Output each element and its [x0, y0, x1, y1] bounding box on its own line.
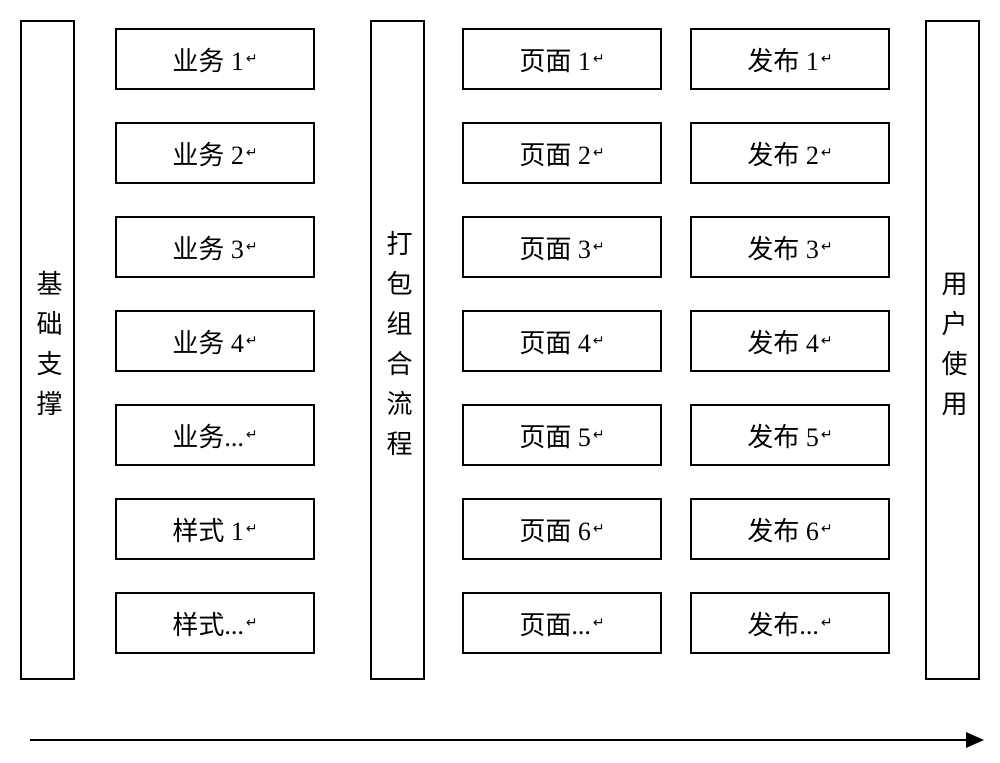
diagram-canvas: 基础支撑 打包组合流程 用户使用 业务 1↵ 业务 2↵ 业务 3↵ 业务 4↵… [0, 0, 1000, 763]
cell-publish-5: 发布 5↵ [690, 404, 890, 466]
enter-mark-icon: ↵ [593, 427, 605, 444]
list-publish: 发布 1↵ 发布 2↵ 发布 3↵ 发布 4↵ 发布 5↵ 发布 6↵ 发布..… [690, 28, 890, 654]
cell-page-2: 页面 2↵ [462, 122, 662, 184]
enter-mark-icon: ↵ [821, 427, 833, 444]
enter-mark-icon: ↵ [821, 615, 833, 632]
enter-mark-icon: ↵ [593, 145, 605, 162]
cell-publish-4: 发布 4↵ [690, 310, 890, 372]
vcol-user-label: 用户使用 [934, 270, 971, 430]
enter-mark-icon: ↵ [246, 333, 258, 350]
cell-page-3: 页面 3↵ [462, 216, 662, 278]
enter-mark-icon: ↵ [246, 615, 258, 632]
cell-style-1: 样式 1↵ [115, 498, 315, 560]
enter-mark-icon: ↵ [821, 239, 833, 256]
enter-mark-icon: ↵ [246, 51, 258, 68]
cell-page-1: 页面 1↵ [462, 28, 662, 90]
vcol-foundation-label: 基础支撑 [29, 270, 66, 430]
flow-arrow-head-icon [966, 732, 984, 748]
enter-mark-icon: ↵ [593, 51, 605, 68]
cell-publish-1: 发布 1↵ [690, 28, 890, 90]
vcol-foundation: 基础支撑 [20, 20, 75, 680]
cell-page-6: 页面 6↵ [462, 498, 662, 560]
cell-publish-2: 发布 2↵ [690, 122, 890, 184]
cell-business-2: 业务 2↵ [115, 122, 315, 184]
cell-publish-3: 发布 3↵ [690, 216, 890, 278]
enter-mark-icon: ↵ [821, 145, 833, 162]
vcol-process-label: 打包组合流程 [379, 230, 416, 470]
enter-mark-icon: ↵ [821, 333, 833, 350]
enter-mark-icon: ↵ [246, 521, 258, 538]
flow-arrow-line [30, 739, 970, 741]
cell-business-3: 业务 3↵ [115, 216, 315, 278]
cell-page-more: 页面...↵ [462, 592, 662, 654]
enter-mark-icon: ↵ [246, 427, 258, 444]
vcol-user: 用户使用 [925, 20, 980, 680]
cell-business-1: 业务 1↵ [115, 28, 315, 90]
cell-page-5: 页面 5↵ [462, 404, 662, 466]
list-page: 页面 1↵ 页面 2↵ 页面 3↵ 页面 4↵ 页面 5↵ 页面 6↵ 页面..… [462, 28, 662, 654]
vcol-process: 打包组合流程 [370, 20, 425, 680]
enter-mark-icon: ↵ [246, 239, 258, 256]
cell-style-more: 样式...↵ [115, 592, 315, 654]
enter-mark-icon: ↵ [821, 51, 833, 68]
enter-mark-icon: ↵ [593, 239, 605, 256]
enter-mark-icon: ↵ [821, 521, 833, 538]
enter-mark-icon: ↵ [593, 615, 605, 632]
cell-business-more: 业务...↵ [115, 404, 315, 466]
cell-publish-more: 发布...↵ [690, 592, 890, 654]
enter-mark-icon: ↵ [593, 521, 605, 538]
enter-mark-icon: ↵ [593, 333, 605, 350]
cell-publish-6: 发布 6↵ [690, 498, 890, 560]
list-business: 业务 1↵ 业务 2↵ 业务 3↵ 业务 4↵ 业务...↵ 样式 1↵ 样式.… [115, 28, 315, 654]
cell-business-4: 业务 4↵ [115, 310, 315, 372]
cell-page-4: 页面 4↵ [462, 310, 662, 372]
enter-mark-icon: ↵ [246, 145, 258, 162]
